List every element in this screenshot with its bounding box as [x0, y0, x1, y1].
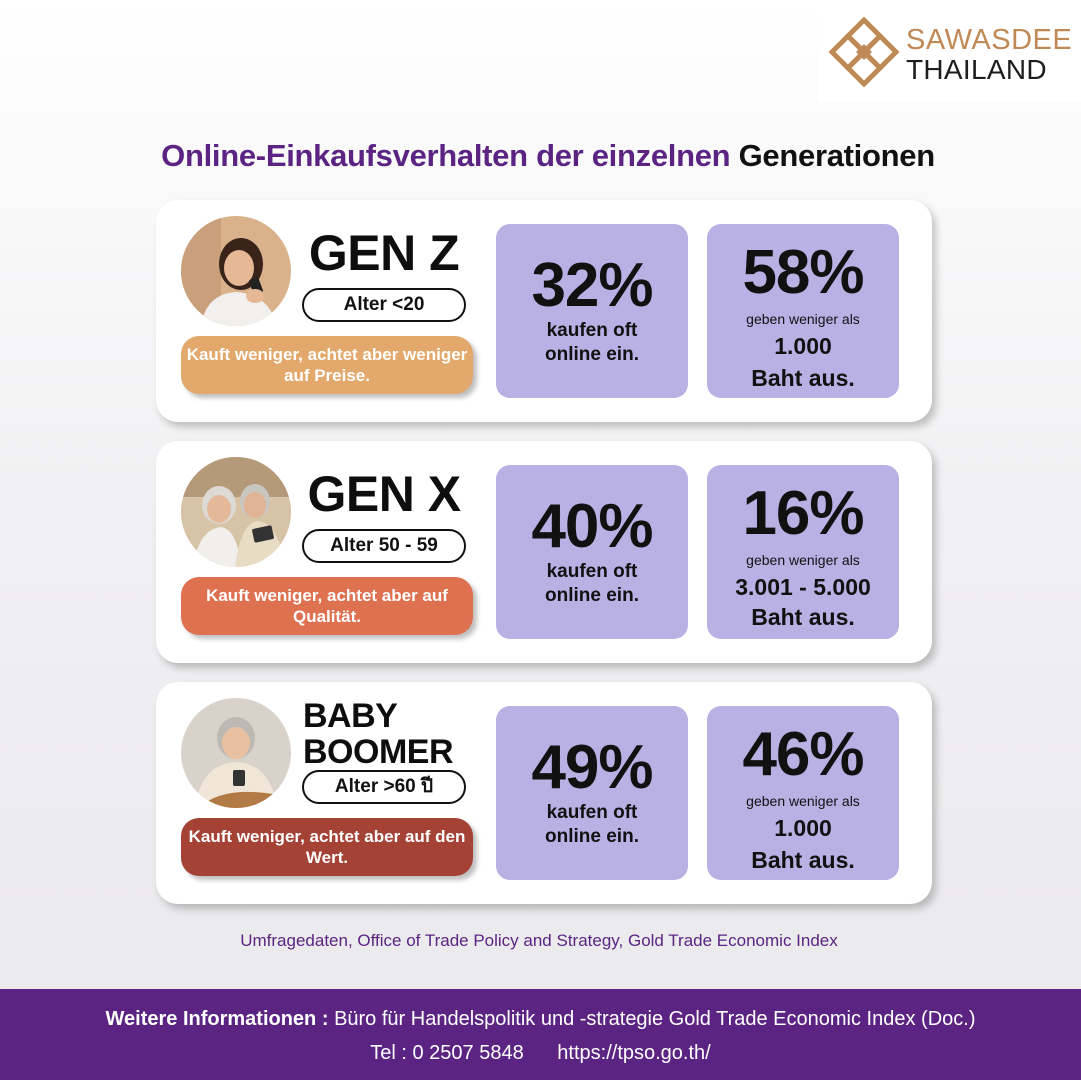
age-badge: Alter 50 - 59	[302, 529, 466, 563]
stat-value: 46%	[742, 720, 864, 789]
stat-value: 40%	[531, 492, 653, 561]
generation-title: GEN X	[307, 466, 461, 522]
spending-amount: 1.000	[774, 333, 832, 359]
spending-stat: 58% geben weniger als 1.000 Baht aus.	[707, 224, 899, 398]
stat-description: geben weniger als	[746, 311, 860, 327]
avatar	[181, 216, 291, 326]
footer-url-link[interactable]: https://tpso.go.th/	[557, 1042, 711, 1064]
source-note: Umfragedaten, Office of Trade Policy and…	[240, 931, 838, 950]
generation-card-gen-z: GEN Z Alter <20 Kauft weniger, achtet ab…	[156, 200, 932, 422]
age-badge: Alter <20	[302, 288, 466, 322]
spending-suffix: Baht aus.	[751, 847, 855, 873]
stat-description: kaufen oft online ein.	[545, 802, 639, 847]
generation-card-baby-boomer: BABY BOOMER Alter >60 ปี Kauft weniger, …	[156, 682, 932, 904]
online-shopping-stat: 40% kaufen oft online ein.	[496, 465, 688, 639]
generation-title: BABY BOOMER	[303, 697, 454, 771]
stat-value: 32%	[531, 251, 653, 320]
generation-card-gen-x: GEN X Alter 50 - 59 Kauft weniger, achte…	[156, 441, 932, 663]
footer-contact: Tel : 0 2507 5848 https://tpso.go.th/	[0, 1042, 1081, 1065]
avatar	[181, 698, 291, 808]
footer-info: Weitere Informationen : Büro für Handels…	[0, 1008, 1081, 1031]
stat-description: kaufen oft online ein.	[545, 561, 639, 606]
stat-description: geben weniger als	[746, 552, 860, 568]
spending-amount: 3.001 - 5.000	[735, 574, 871, 600]
logo-line1: SAWASDEE	[906, 24, 1073, 56]
behavior-note: Kauft weniger, achtet aber auf den Wert.	[181, 818, 473, 876]
stat-description: kaufen oft online ein.	[545, 320, 639, 365]
diamond-logo-icon	[828, 16, 900, 88]
online-shopping-stat: 49% kaufen oft online ein.	[496, 706, 688, 880]
footer-phone: Tel : 0 2507 5848	[370, 1042, 524, 1064]
spending-suffix: Baht aus.	[751, 604, 855, 630]
behavior-note: Kauft weniger, achtet aber weniger auf P…	[181, 336, 473, 394]
generation-title: GEN Z	[308, 225, 460, 281]
footer-text: Büro für Handelspolitik und -strategie G…	[334, 1008, 976, 1030]
spending-stat: 16% geben weniger als 3.001 - 5.000 Baht…	[707, 465, 899, 639]
page-title: Online-Einkaufsverhalten der einzelnen G…	[0, 138, 1081, 174]
spending-stat: 46% geben weniger als 1.000 Baht aus.	[707, 706, 899, 880]
title-part2: Generationen	[738, 138, 936, 173]
spending-suffix: Baht aus.	[751, 365, 855, 391]
footer: Weitere Informationen : Büro für Handels…	[0, 989, 1081, 1080]
age-badge: Alter >60 ปี	[302, 770, 466, 804]
online-shopping-stat: 32% kaufen oft online ein.	[496, 224, 688, 398]
title-part1: Online-Einkaufsverhalten der einzelnen	[161, 138, 731, 173]
stat-description: geben weniger als	[746, 793, 860, 809]
stat-value: 16%	[742, 479, 864, 548]
footer-label: Weitere Informationen :	[105, 1008, 329, 1030]
spending-amount: 1.000	[774, 815, 832, 841]
behavior-note: Kauft weniger, achtet aber auf Qualität.	[181, 577, 473, 635]
avatar	[181, 457, 291, 567]
stat-value: 49%	[531, 733, 653, 802]
stat-value: 58%	[742, 238, 864, 307]
logo-line2: THAILAND	[906, 54, 1047, 85]
